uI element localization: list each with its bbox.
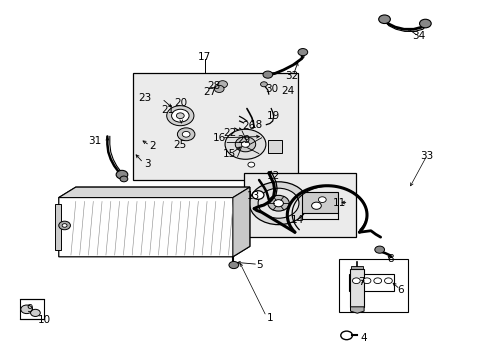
- Polygon shape: [350, 307, 364, 313]
- Text: 5: 5: [255, 260, 262, 270]
- Circle shape: [263, 71, 272, 78]
- Text: 34: 34: [411, 31, 425, 41]
- Circle shape: [171, 109, 189, 122]
- Polygon shape: [59, 187, 249, 257]
- Circle shape: [378, 15, 389, 23]
- Text: 15: 15: [222, 149, 235, 159]
- Circle shape: [116, 170, 127, 179]
- Text: 3: 3: [143, 159, 150, 169]
- Circle shape: [318, 197, 325, 203]
- Circle shape: [176, 113, 184, 118]
- Text: 9: 9: [26, 304, 33, 314]
- Circle shape: [352, 278, 360, 284]
- Circle shape: [384, 278, 391, 284]
- Text: 8: 8: [386, 254, 393, 264]
- Bar: [132, 73, 297, 180]
- Circle shape: [267, 195, 288, 211]
- Circle shape: [21, 305, 32, 314]
- Text: 13: 13: [246, 191, 259, 201]
- Circle shape: [214, 85, 224, 93]
- Circle shape: [252, 191, 264, 199]
- Text: 17: 17: [198, 52, 211, 62]
- Text: 32: 32: [285, 71, 298, 81]
- Text: 29: 29: [236, 135, 250, 145]
- Text: 11: 11: [332, 198, 345, 207]
- Circle shape: [62, 224, 67, 227]
- Bar: [301, 192, 338, 213]
- Text: 27: 27: [203, 87, 216, 98]
- Circle shape: [249, 182, 307, 225]
- Circle shape: [177, 128, 195, 141]
- Circle shape: [241, 141, 249, 147]
- Circle shape: [273, 200, 283, 207]
- Text: 24: 24: [281, 86, 294, 96]
- Text: 33: 33: [419, 151, 432, 161]
- Text: 10: 10: [38, 315, 51, 325]
- Text: 1: 1: [266, 312, 273, 323]
- Circle shape: [30, 309, 40, 316]
- Text: 2: 2: [148, 141, 155, 151]
- Circle shape: [297, 49, 307, 56]
- Bar: [55, 204, 61, 249]
- Text: 12: 12: [266, 171, 280, 181]
- Bar: [351, 266, 363, 269]
- Bar: [339, 259, 407, 312]
- Circle shape: [59, 221, 70, 230]
- Circle shape: [247, 162, 254, 167]
- Text: 26: 26: [242, 121, 255, 131]
- Text: 18: 18: [249, 120, 263, 130]
- Bar: [244, 173, 356, 237]
- Circle shape: [373, 278, 381, 284]
- Circle shape: [311, 202, 321, 209]
- Bar: [268, 140, 282, 153]
- Circle shape: [235, 137, 255, 152]
- Circle shape: [419, 19, 430, 28]
- Circle shape: [363, 278, 370, 284]
- Circle shape: [217, 81, 227, 88]
- Bar: [20, 298, 44, 319]
- Circle shape: [258, 188, 298, 218]
- Circle shape: [374, 246, 384, 253]
- Text: 31: 31: [88, 136, 101, 147]
- Text: 22: 22: [223, 128, 236, 138]
- Text: 4: 4: [360, 333, 366, 343]
- Bar: [348, 274, 393, 292]
- Circle shape: [224, 129, 265, 159]
- Text: 21: 21: [161, 105, 174, 115]
- Circle shape: [166, 106, 194, 126]
- Text: 30: 30: [264, 84, 277, 94]
- Text: 19: 19: [266, 111, 280, 121]
- Text: 25: 25: [173, 140, 186, 150]
- Circle shape: [260, 82, 267, 87]
- Polygon shape: [59, 187, 249, 198]
- Text: 28: 28: [207, 81, 221, 91]
- Text: 16: 16: [212, 133, 225, 143]
- Text: 23: 23: [138, 93, 151, 103]
- Circle shape: [182, 131, 190, 137]
- Text: 20: 20: [173, 98, 186, 108]
- Text: 14: 14: [290, 215, 303, 225]
- Circle shape: [120, 176, 127, 182]
- Bar: [350, 269, 364, 307]
- Text: 7: 7: [357, 277, 364, 287]
- Circle shape: [228, 261, 238, 269]
- Polygon shape: [232, 187, 249, 257]
- Text: 6: 6: [396, 285, 403, 295]
